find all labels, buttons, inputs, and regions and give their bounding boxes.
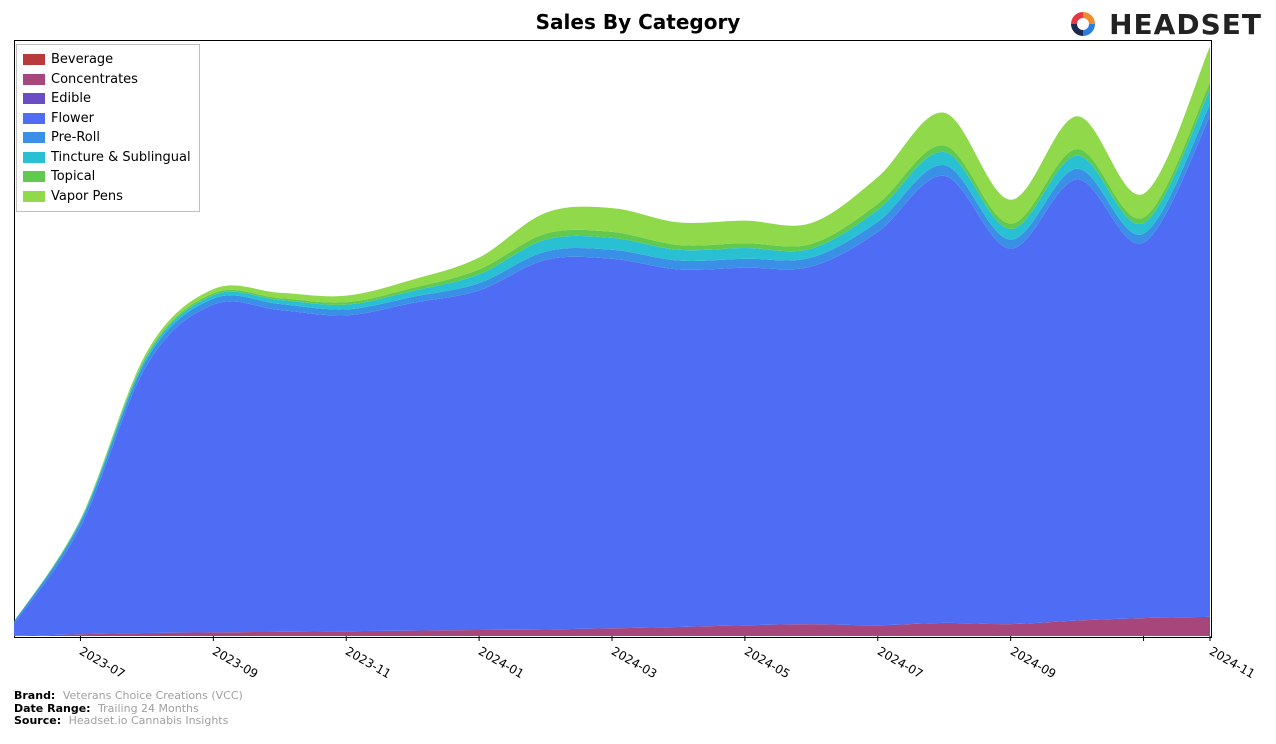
legend-label: Concentrates [51, 70, 138, 90]
footer-row: Source: Headset.io Cannabis Insights [14, 715, 243, 728]
legend-swatch [23, 171, 45, 182]
footer-value: Trailing 24 Months [95, 702, 199, 715]
legend-swatch [23, 74, 45, 85]
legend-label: Edible [51, 89, 91, 109]
legend-swatch [23, 191, 45, 202]
footer-value: Veterans Choice Creations (VCC) [59, 689, 242, 702]
footer-value: Headset.io Cannabis Insights [65, 714, 228, 727]
x-tick-label: 2024-03 [609, 644, 659, 681]
legend-item: Flower [23, 109, 191, 129]
legend-item: Pre-Roll [23, 128, 191, 148]
legend-swatch [23, 132, 45, 143]
x-tick-label: 2024-05 [742, 644, 792, 681]
headset-logo: HEADSET [1065, 6, 1262, 42]
legend-item: Beverage [23, 50, 191, 70]
legend-item: Vapor Pens [23, 187, 191, 207]
legend-label: Topical [51, 167, 95, 187]
legend-item: Edible [23, 89, 191, 109]
legend-swatch [23, 113, 45, 124]
x-tick-label: 2023-11 [343, 644, 393, 681]
x-tick-label: 2024-11 [1207, 644, 1257, 681]
legend-item: Tincture & Sublingual [23, 148, 191, 168]
legend-swatch [23, 152, 45, 163]
legend-label: Flower [51, 109, 94, 129]
chart-footer: Brand: Veterans Choice Creations (VCC)Da… [14, 690, 243, 728]
x-tick-label: 2023-07 [77, 644, 127, 681]
footer-key: Source: [14, 714, 61, 727]
legend-label: Pre-Roll [51, 128, 100, 148]
legend-swatch [23, 54, 45, 65]
chart-legend: BeverageConcentratesEdibleFlowerPre-Roll… [16, 44, 200, 212]
legend-item: Concentrates [23, 70, 191, 90]
legend-swatch [23, 93, 45, 104]
x-tick-label: 2024-09 [1008, 644, 1058, 681]
x-tick-label: 2024-01 [476, 644, 526, 681]
x-tick-label: 2024-07 [875, 644, 925, 681]
headset-logo-icon [1065, 6, 1101, 42]
legend-label: Tincture & Sublingual [51, 148, 191, 168]
footer-key: Brand: [14, 689, 55, 702]
footer-key: Date Range: [14, 702, 91, 715]
legend-label: Beverage [51, 50, 113, 70]
x-tick-label: 2023-09 [210, 644, 260, 681]
legend-item: Topical [23, 167, 191, 187]
legend-label: Vapor Pens [51, 187, 123, 207]
headset-logo-text: HEADSET [1109, 8, 1262, 41]
